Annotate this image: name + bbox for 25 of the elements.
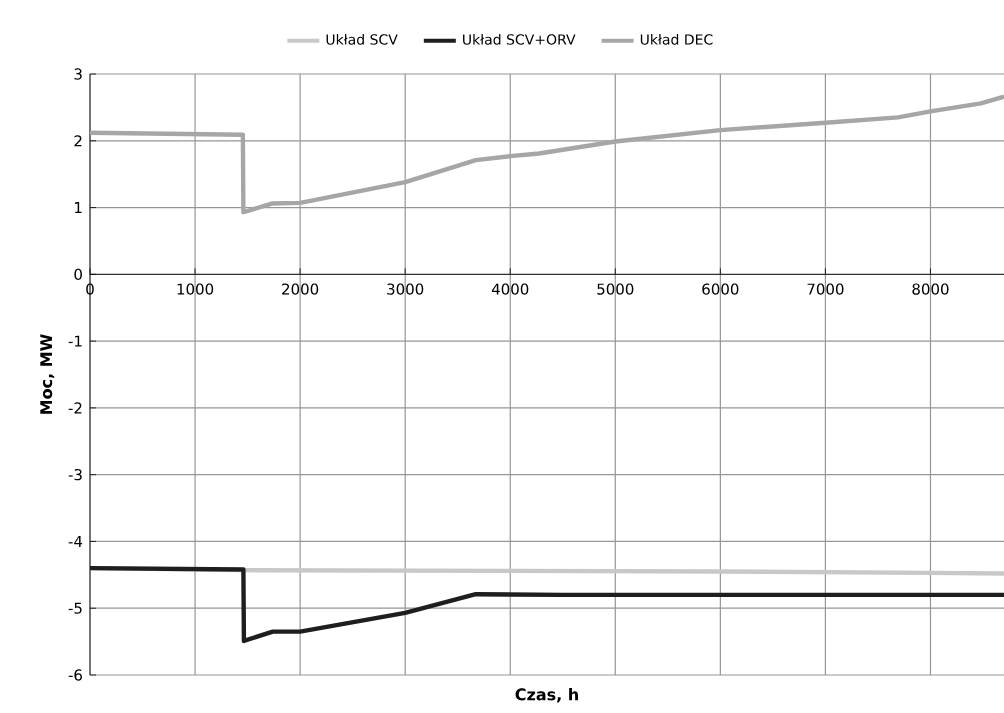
y-tick-label: -6 [68,669,82,681]
y-axis-title: Moc, MW [40,334,55,414]
legend-label: Układ SCV [326,33,398,45]
y-tick-label: -2 [68,402,82,414]
y-tick-label: 3 [74,68,82,80]
x-tick-label: 5000 [597,283,634,295]
x-tick-label: 6000 [702,283,739,295]
y-tick-label: -5 [68,602,82,614]
x-axis-title: Czas, h [515,688,578,703]
y-tick-label: -4 [68,536,83,547]
x-tick-label: 7000 [807,283,844,295]
y-tick-label: 2 [74,135,82,147]
line-series [90,565,1004,644]
x-tick-label: 3000 [387,283,424,295]
y-tick-label: -3 [68,469,82,481]
y-tick-label: 1 [75,202,82,214]
legend-label: Układ SCV+ORV [463,33,576,45]
x-tick-label: 8000 [912,283,949,295]
x-tick-label: 2000 [282,283,319,295]
legend-label: Układ DEC [640,33,713,45]
x-tick-label: 1000 [177,283,214,295]
y-tick-label: 0 [74,268,82,281]
y-tick-label: -1 [68,335,82,347]
x-tick-label: 4000 [491,283,529,295]
line-series [90,94,1004,215]
